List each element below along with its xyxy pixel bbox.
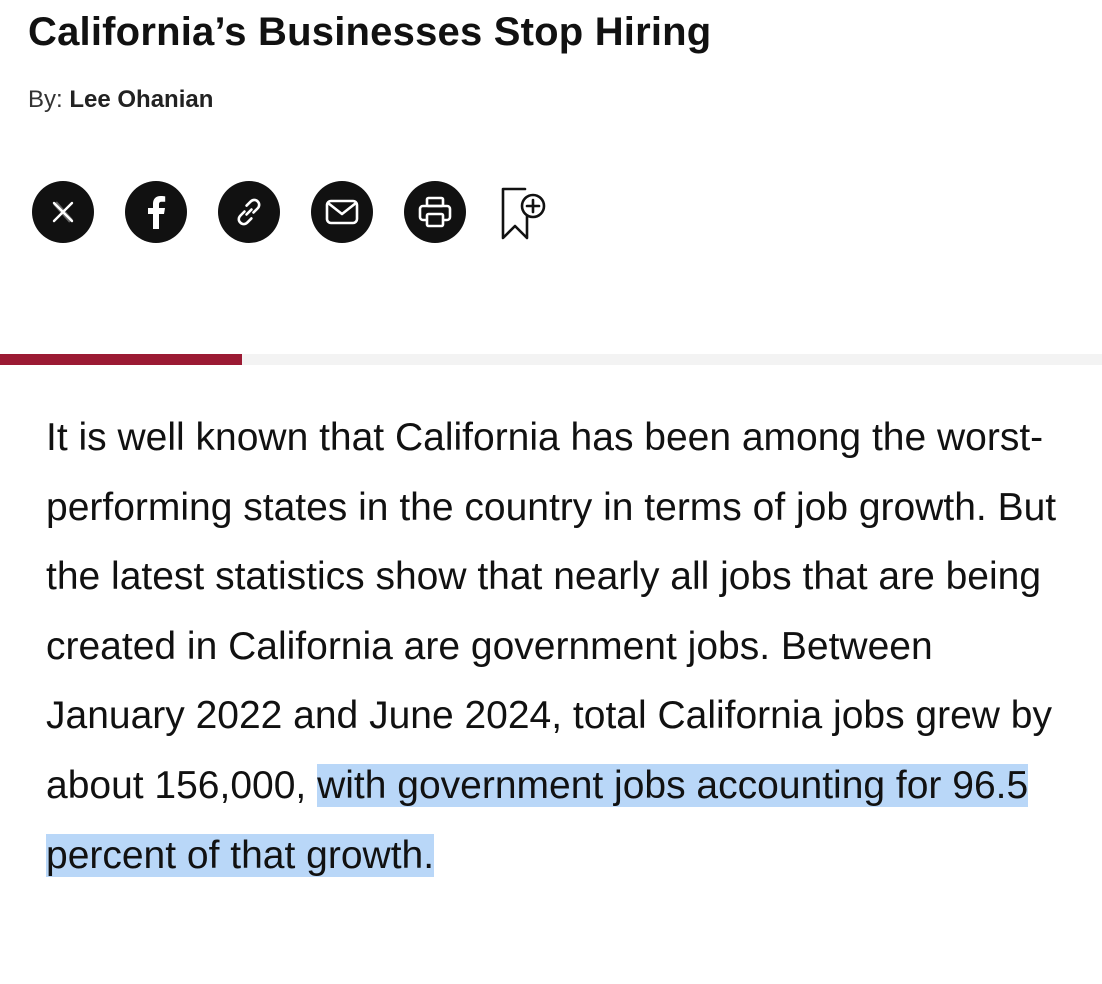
reading-progress-fill xyxy=(0,354,243,365)
share-email-button[interactable] xyxy=(311,181,373,243)
share-x-button[interactable] xyxy=(32,181,94,243)
print-icon xyxy=(418,196,452,228)
reading-progress-bar xyxy=(0,354,1102,365)
print-button[interactable] xyxy=(404,181,466,243)
byline: By: Lee Ohanian xyxy=(28,86,213,114)
paragraph-text: It is well known that California has bee… xyxy=(46,416,1057,807)
email-icon xyxy=(325,199,359,225)
share-bar xyxy=(32,181,549,243)
bookmark-add-icon xyxy=(501,187,546,240)
copy-link-button[interactable] xyxy=(218,181,280,243)
facebook-icon xyxy=(148,196,166,229)
article-paragraph: It is well known that California has bee… xyxy=(46,403,1066,890)
article-title: California’s Businesses Stop Hiring xyxy=(28,10,712,54)
save-bookmark-button[interactable] xyxy=(497,181,549,243)
link-icon xyxy=(237,198,261,226)
author-name[interactable]: Lee Ohanian xyxy=(69,86,214,113)
byline-prefix: By: xyxy=(28,86,63,113)
share-facebook-button[interactable] xyxy=(125,181,187,243)
x-icon xyxy=(52,201,74,223)
